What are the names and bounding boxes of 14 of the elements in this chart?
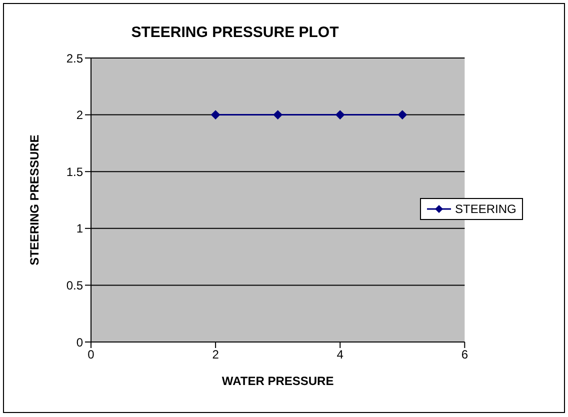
- x-tick-label: 0: [88, 348, 95, 362]
- y-tick-label: 0.5: [66, 278, 84, 292]
- y-tick-label: 2.5: [66, 51, 84, 66]
- x-tick-label: 4: [336, 348, 344, 362]
- x-tick-label: 2: [212, 348, 220, 362]
- chart-title: STEERING PRESSURE PLOT: [130, 24, 340, 41]
- x-axis-title: WATER PRESSURE: [222, 374, 334, 388]
- y-tick-label: 1: [76, 222, 84, 236]
- y-tick-label: 0: [76, 335, 84, 350]
- legend-label: STEERING: [455, 202, 516, 216]
- y-tick-label: 1.5: [66, 164, 84, 179]
- y-axis-title: STEERING PRESSURE: [27, 134, 42, 266]
- x-tick-label: 6: [461, 348, 468, 362]
- y-tick-label: 2: [76, 108, 84, 122]
